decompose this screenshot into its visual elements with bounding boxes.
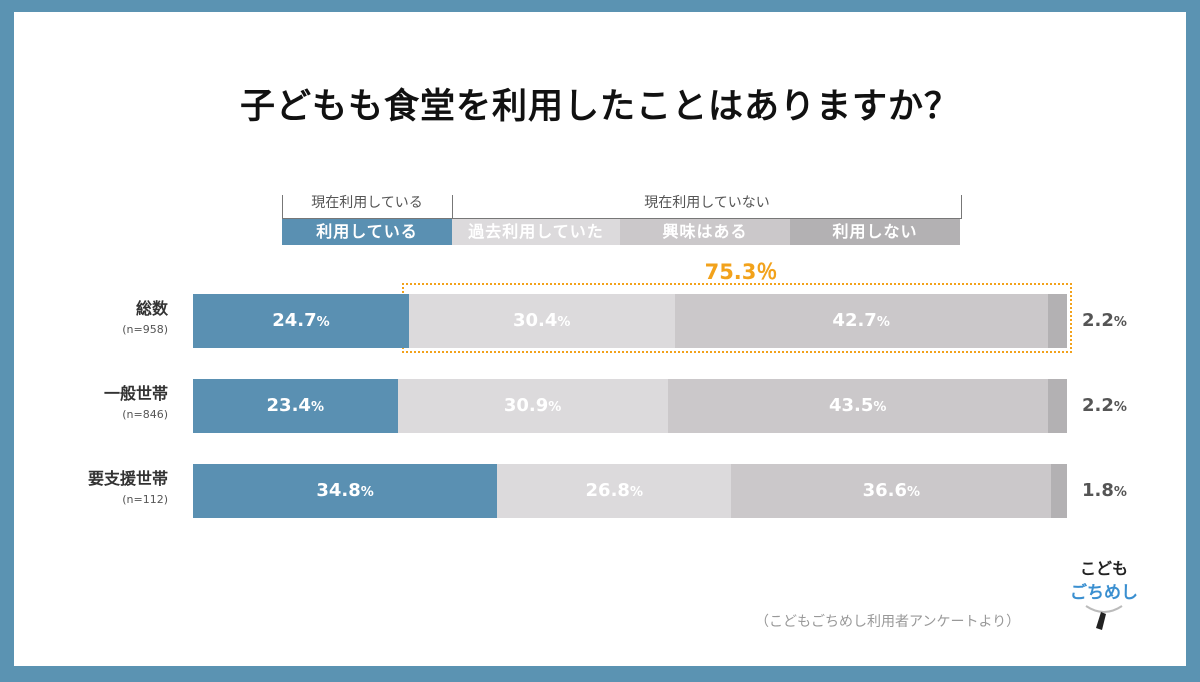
- data-label: 34.8%: [316, 480, 374, 501]
- category-label: 総数: [135, 299, 168, 318]
- data-label: 2.2%: [1082, 395, 1127, 416]
- data-label: 1.8%: [1082, 480, 1127, 501]
- category-n: (n=112): [122, 493, 168, 506]
- bar-segment: [408, 294, 675, 348]
- bar-segment: [397, 379, 668, 433]
- bar-segment: [193, 294, 409, 348]
- bar-segment: [667, 379, 1048, 433]
- data-label: 30.4%: [512, 310, 571, 331]
- data-label: 24.7%: [272, 310, 330, 331]
- group-header-not-current: 現在利用していない: [644, 195, 770, 211]
- legend-item-2: 過去利用していた: [452, 219, 620, 245]
- data-label: 36.6%: [862, 480, 921, 501]
- data-label: 30.9%: [503, 395, 562, 416]
- bar-segment: [1047, 294, 1067, 348]
- category-label: 一般世帯: [103, 384, 168, 403]
- legend-item-3: 興味はある: [620, 219, 790, 245]
- category-n: (n=958): [122, 323, 168, 336]
- bar-segment: [731, 464, 1052, 518]
- legend-item-4: 利用しない: [790, 219, 960, 245]
- bar-segment: [497, 464, 732, 518]
- data-label: 2.2%: [1082, 310, 1127, 331]
- header-baseline: [282, 218, 962, 219]
- header-divider-left: [282, 195, 283, 219]
- data-label: 26.8%: [585, 480, 643, 501]
- logo-plate-icon: [1085, 605, 1123, 613]
- header-divider-right: [961, 195, 962, 219]
- logo-line2: ごちめし: [1070, 582, 1138, 603]
- header-divider-mid: [452, 195, 453, 219]
- logo-line1: こども: [1080, 559, 1128, 578]
- group-header-current: 現在利用している: [311, 195, 423, 211]
- data-label: 42.7%: [832, 310, 890, 331]
- chart-title: 子どもも食堂を利用したことはありますか？: [239, 87, 960, 127]
- footnote: （こどもごちめし利用者アンケートより）: [755, 614, 1021, 630]
- category-label: 要支援世帯: [87, 469, 168, 488]
- category-n: (n=846): [122, 408, 168, 421]
- data-label: 23.4%: [266, 395, 324, 416]
- bracket-label: 75.3％: [704, 260, 778, 284]
- legend-item-1: 利用している: [282, 219, 452, 245]
- data-label: 43.5%: [828, 395, 887, 416]
- bar-segment: [193, 379, 398, 433]
- bar-segment: [1047, 379, 1067, 433]
- bar-segment: [193, 464, 498, 518]
- bar-segment: [674, 294, 1048, 348]
- bar-segment: [1051, 464, 1067, 518]
- logo-spoon-icon: [1096, 612, 1106, 630]
- kodomo-gochimeshi-logo: こども ごちめし: [1070, 559, 1138, 630]
